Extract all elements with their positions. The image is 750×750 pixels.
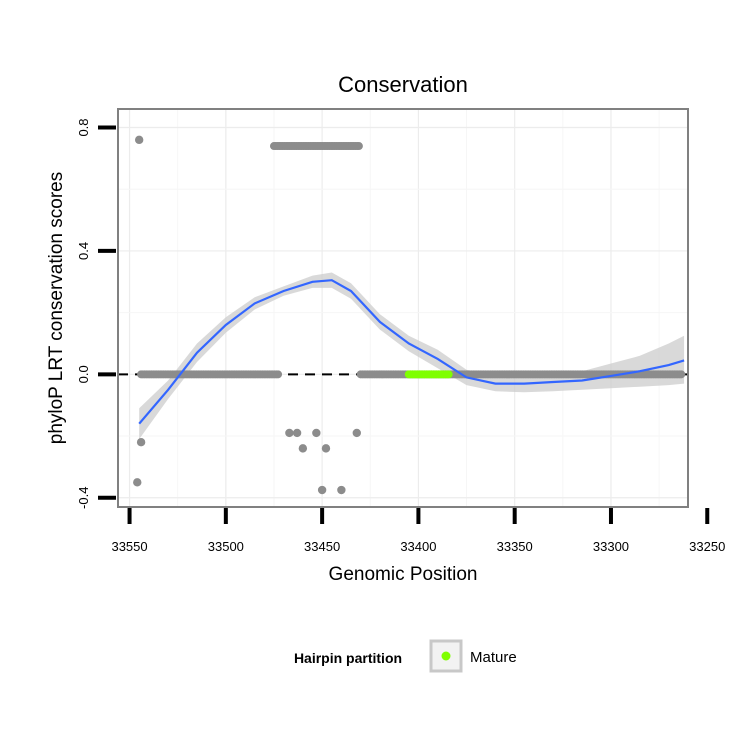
data-point xyxy=(298,444,308,453)
axis-layer: 33550 33500 33450 33400 33350 33300 33250 -0.4 0… xyxy=(76,118,725,554)
smooth-trend-line xyxy=(138,279,685,425)
chart-title: Conservation xyxy=(338,72,468,97)
x-axis-title: Genomic Position xyxy=(329,564,478,585)
data-point xyxy=(133,478,142,487)
y-tick-label: 0.8 xyxy=(76,118,91,136)
legend-label-mature: Mature xyxy=(470,649,517,666)
points-layer xyxy=(133,135,686,495)
y-tick-label: 0.4 xyxy=(76,242,91,260)
x-tick-label: 33400 xyxy=(400,539,436,554)
data-point xyxy=(136,438,146,447)
legend: Hairpin partition Mature xyxy=(294,639,517,673)
smooth-line-layer xyxy=(138,279,685,425)
x-tick-label: 33450 xyxy=(304,539,340,554)
data-point xyxy=(285,428,294,438)
data-point xyxy=(292,428,302,438)
data-point xyxy=(134,135,144,145)
y-tick-label: -0.4 xyxy=(76,487,91,509)
y-axis-title: phyloP LRT conservation scores xyxy=(46,172,67,445)
y-tick-label: 0.0 xyxy=(76,365,91,383)
data-point xyxy=(312,428,321,438)
data-point xyxy=(337,485,346,495)
data-point xyxy=(352,428,361,438)
x-tick-label: 33300 xyxy=(593,539,629,554)
x-tick-label: 33500 xyxy=(208,539,244,554)
data-point xyxy=(317,485,327,495)
data-point xyxy=(677,370,686,379)
x-tick-label: 33550 xyxy=(111,539,147,554)
plot-panel-border xyxy=(117,108,689,508)
legend-title: Hairpin partition xyxy=(294,650,402,666)
data-point xyxy=(354,142,363,151)
legend-key-box xyxy=(429,639,463,673)
legend-key-mature-dot xyxy=(441,651,451,661)
x-tick-label: 33350 xyxy=(497,539,533,554)
mature-data-point xyxy=(444,370,453,379)
x-tick-label: 33250 xyxy=(689,539,725,554)
data-point xyxy=(321,444,331,453)
data-point xyxy=(274,370,283,379)
